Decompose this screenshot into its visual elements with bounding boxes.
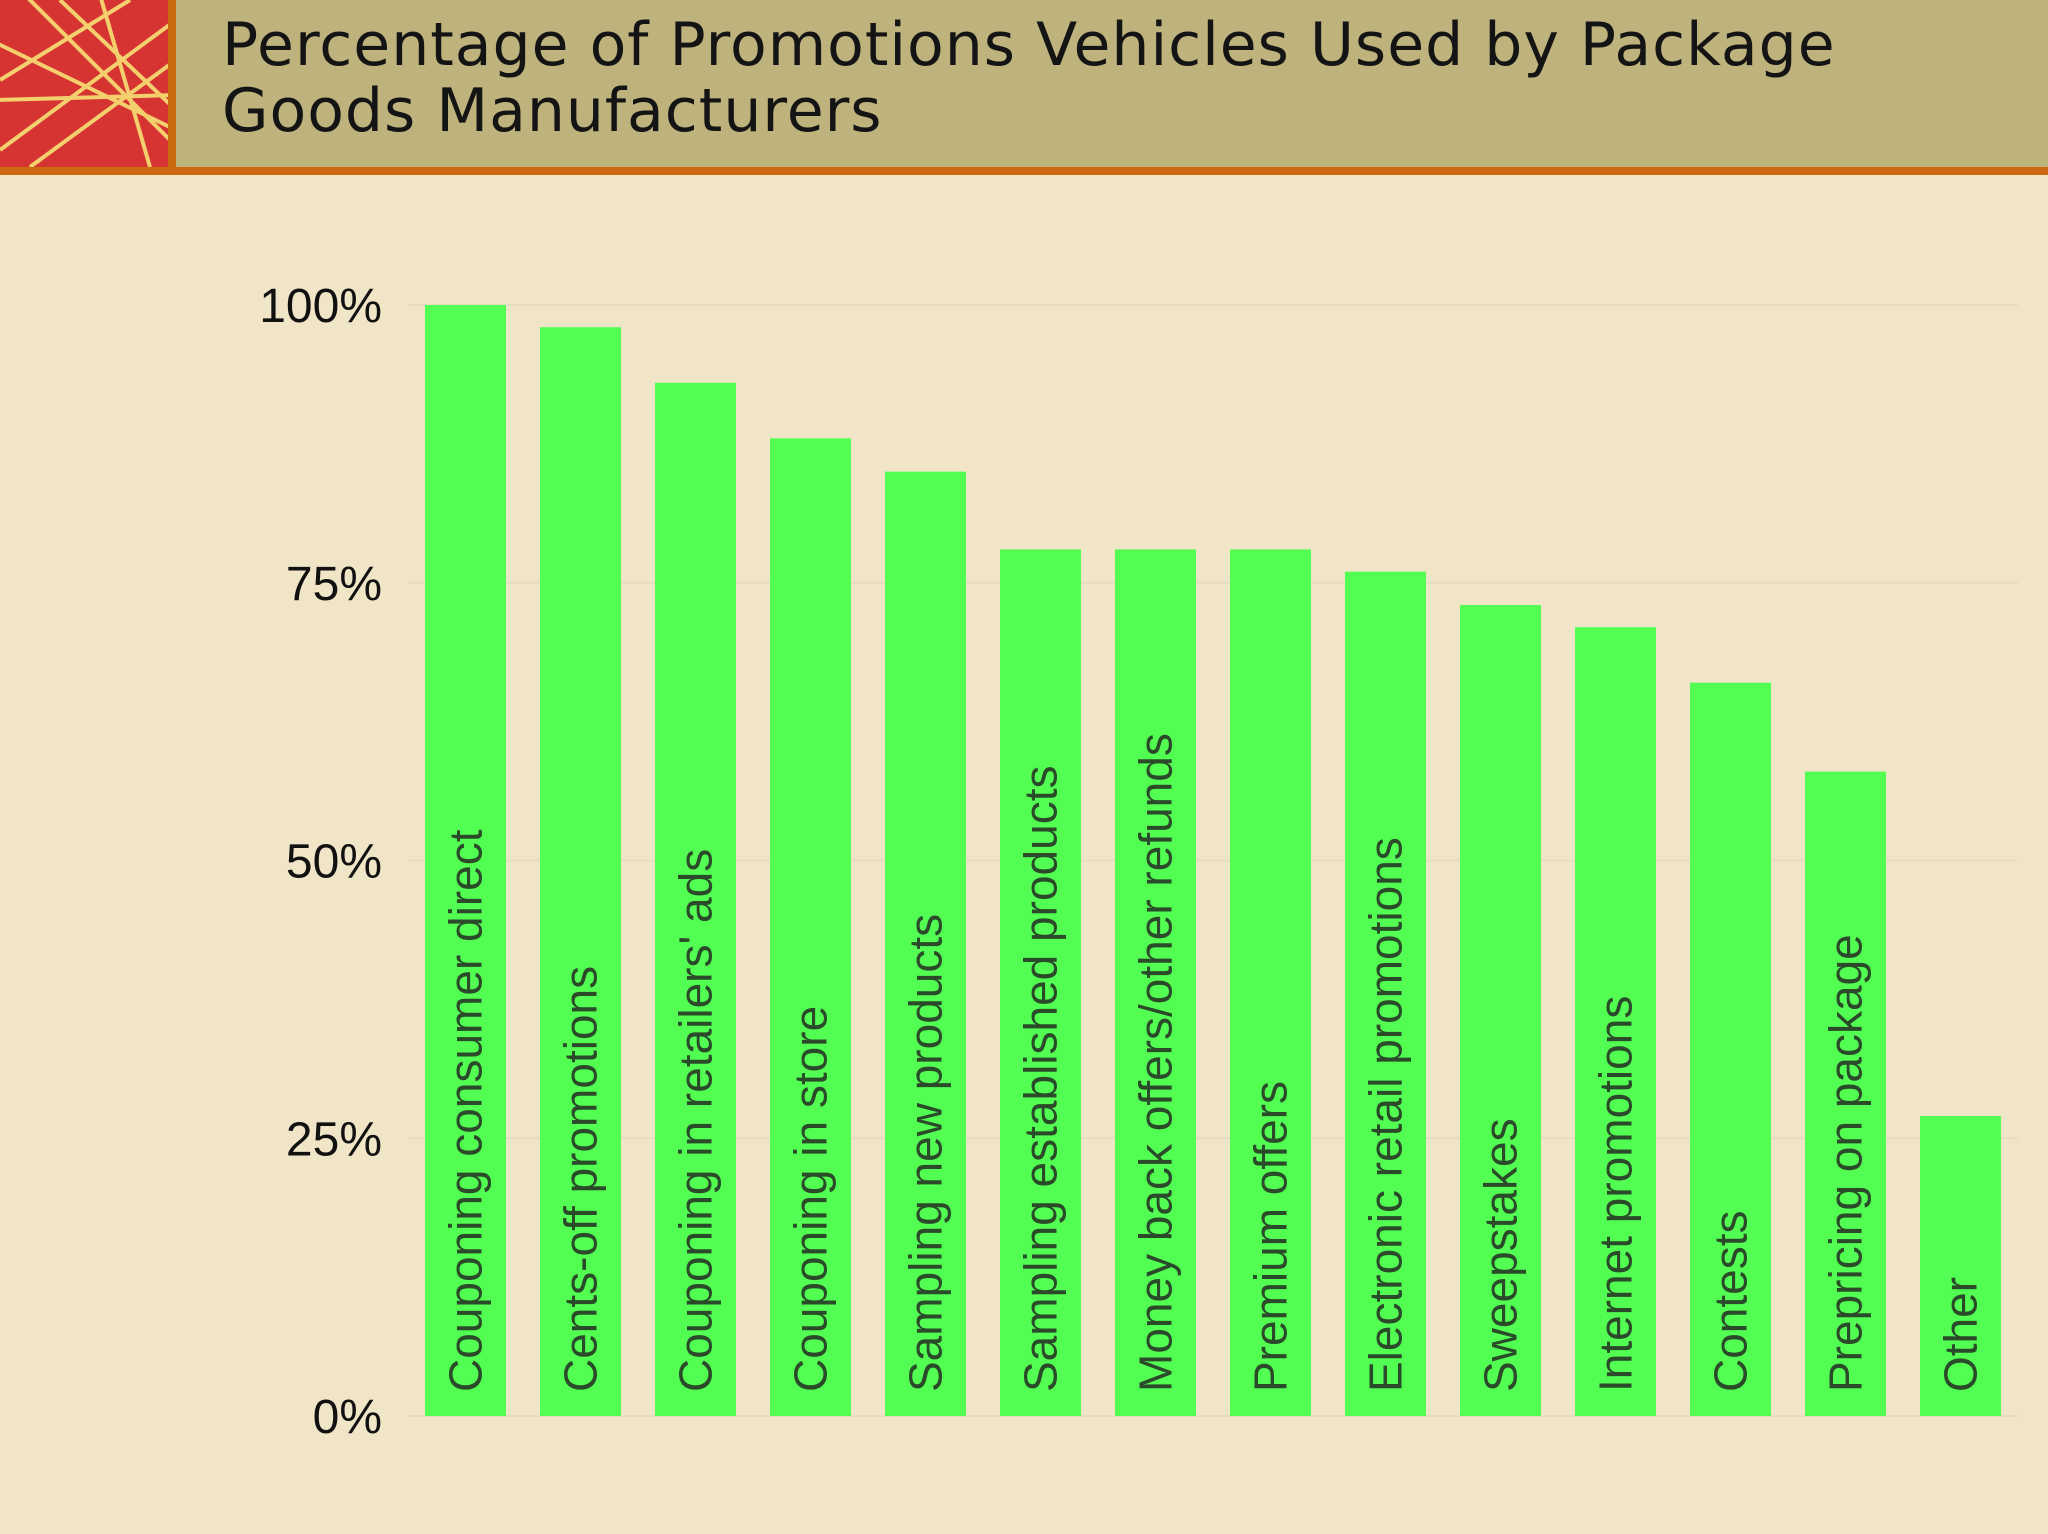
category-label: Couponing in store <box>785 1006 837 1392</box>
y-tick-label: 0% <box>313 1391 382 1444</box>
bar <box>1920 1116 2001 1416</box>
bar <box>425 305 506 1416</box>
bar <box>1230 549 1311 1416</box>
bar <box>655 382 736 1416</box>
header-bar <box>0 0 2048 168</box>
category-label: Sampling new products <box>900 914 952 1392</box>
category-label: Prepricing on package <box>1820 934 1872 1392</box>
bar <box>1460 604 1541 1416</box>
bar <box>1115 549 1196 1416</box>
category-label: Sweepstakes <box>1475 1118 1527 1392</box>
category-label: Cents-off promotions <box>555 966 607 1392</box>
logo-graphic-icon <box>0 0 176 167</box>
bar <box>1575 627 1656 1416</box>
y-tick-label: 25% <box>286 1113 382 1166</box>
y-tick-label: 100% <box>259 280 382 333</box>
category-label: Money back offers/other refunds <box>1130 733 1182 1392</box>
category-label: Electronic retail promotions <box>1360 837 1412 1392</box>
bar <box>1805 771 1886 1416</box>
header-rule <box>0 167 2048 175</box>
category-label: Internet promotions <box>1590 996 1642 1392</box>
y-tick-label: 50% <box>286 836 382 889</box>
category-label: Couponing consumer direct <box>440 829 492 1392</box>
category-label: Other <box>1935 1277 1987 1392</box>
category-label: Sampling established products <box>1015 766 1067 1392</box>
bar <box>540 327 621 1417</box>
category-label: Couponing in retailers' ads <box>670 849 722 1392</box>
bar <box>1345 571 1426 1416</box>
bar <box>770 438 851 1416</box>
bar <box>1000 549 1081 1416</box>
page-title: Percentage of Promotions Vehicles Used b… <box>222 10 1836 146</box>
category-label: Contests <box>1705 1210 1757 1392</box>
y-tick-label: 75% <box>286 558 382 611</box>
bar <box>885 471 966 1416</box>
category-label: Premium offers <box>1245 1081 1297 1392</box>
bar <box>1690 682 1771 1416</box>
